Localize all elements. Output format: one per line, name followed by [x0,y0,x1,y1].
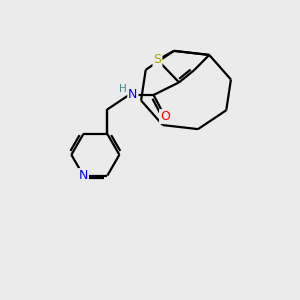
Text: N: N [128,88,138,101]
Text: O: O [160,110,170,123]
Text: S: S [154,53,161,66]
Text: N: N [79,169,88,182]
Text: H: H [119,84,127,94]
